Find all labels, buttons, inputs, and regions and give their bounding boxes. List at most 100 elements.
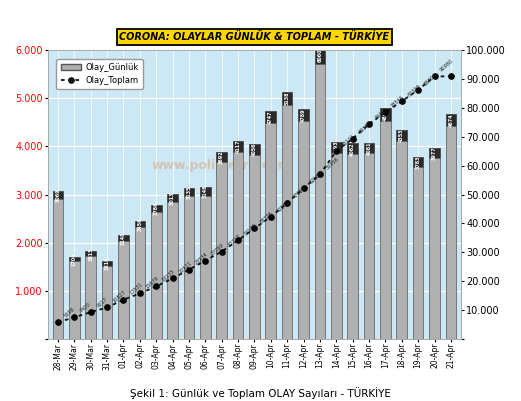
- Text: 56956: 56956: [325, 156, 340, 171]
- Bar: [266, 111, 276, 339]
- Bar: [216, 152, 227, 162]
- Bar: [134, 221, 145, 339]
- Legend: Olay_Günlük, Olay_Toplam: Olay_Günlük, Olay_Toplam: [56, 59, 143, 89]
- Text: 1610: 1610: [105, 257, 109, 270]
- Bar: [315, 47, 325, 63]
- Text: 65111: 65111: [341, 133, 356, 148]
- Text: 38226: 38226: [259, 211, 275, 225]
- Text: 4093: 4093: [334, 141, 339, 154]
- Bar: [429, 148, 440, 339]
- Bar: [69, 257, 80, 261]
- Text: 4789: 4789: [301, 108, 306, 122]
- Text: www.polimetre.com: www.polimetre.com: [152, 159, 291, 172]
- Text: 23934: 23934: [194, 252, 209, 266]
- Bar: [233, 141, 243, 339]
- Bar: [53, 191, 64, 339]
- Text: 6060: 6060: [317, 49, 322, 62]
- Bar: [134, 221, 145, 227]
- Bar: [413, 157, 424, 167]
- Text: 4353: 4353: [399, 128, 404, 142]
- Text: 13531: 13531: [128, 282, 143, 296]
- Text: 20921: 20921: [178, 261, 193, 275]
- Bar: [315, 47, 325, 339]
- Text: 86306: 86306: [423, 72, 438, 86]
- Bar: [53, 191, 64, 199]
- Text: 5138: 5138: [284, 92, 290, 105]
- Bar: [151, 205, 162, 212]
- Bar: [331, 142, 342, 153]
- Text: Şekil 1: Günlük ve Toplam OLAY Sayıları - TÜRKİYE: Şekil 1: Günlük ve Toplam OLAY Sayıları …: [130, 387, 391, 399]
- Bar: [396, 130, 407, 339]
- Text: 4062: 4062: [350, 142, 355, 156]
- Bar: [266, 111, 276, 123]
- Bar: [282, 92, 292, 339]
- Text: 4747: 4747: [268, 110, 274, 124]
- Text: 3892: 3892: [219, 150, 224, 164]
- Text: 3069: 3069: [56, 188, 60, 202]
- Bar: [348, 144, 358, 154]
- Text: 3013: 3013: [170, 191, 175, 205]
- Text: 15679: 15679: [145, 275, 160, 290]
- Text: 4674: 4674: [449, 113, 453, 127]
- Bar: [364, 143, 375, 153]
- Bar: [167, 194, 178, 202]
- Bar: [200, 187, 210, 339]
- Bar: [216, 152, 227, 339]
- Text: 90980: 90980: [439, 58, 455, 73]
- Bar: [118, 235, 129, 339]
- Text: 47029: 47029: [292, 185, 307, 200]
- Bar: [249, 144, 260, 339]
- Bar: [348, 144, 358, 339]
- Text: 3977: 3977: [432, 146, 437, 160]
- Text: 10827: 10827: [112, 290, 127, 304]
- Bar: [200, 187, 210, 196]
- Bar: [380, 108, 391, 339]
- Text: 4117: 4117: [235, 140, 241, 153]
- Bar: [445, 114, 456, 339]
- Text: 30217: 30217: [227, 234, 242, 248]
- Text: 69392: 69392: [357, 121, 373, 135]
- Bar: [364, 143, 375, 339]
- Text: 34109: 34109: [243, 223, 258, 237]
- Bar: [380, 108, 391, 121]
- Bar: [429, 148, 440, 158]
- Text: 3783: 3783: [416, 155, 420, 169]
- Bar: [183, 188, 194, 339]
- Text: 3148: 3148: [203, 185, 208, 198]
- Text: 52167: 52167: [308, 170, 324, 185]
- Text: 82329: 82329: [407, 83, 422, 98]
- Bar: [102, 261, 113, 339]
- Bar: [396, 130, 407, 141]
- Text: CORONA: OLAYLAR GÜNLÜK & TOPLAM - TÜRKİYE: CORONA: OLAYLAR GÜNLÜK & TOPLAM - TÜRKİY…: [119, 32, 389, 42]
- Text: 9217: 9217: [96, 296, 108, 309]
- Text: 4081: 4081: [367, 141, 371, 155]
- Bar: [445, 114, 456, 126]
- Text: 7400: 7400: [79, 302, 92, 314]
- Text: 4056: 4056: [252, 142, 257, 156]
- Text: 1815: 1815: [88, 247, 93, 261]
- Bar: [102, 261, 113, 265]
- Bar: [413, 157, 424, 339]
- Bar: [331, 142, 342, 339]
- Text: 2148: 2148: [121, 231, 126, 245]
- Bar: [151, 205, 162, 339]
- Bar: [282, 92, 292, 105]
- Text: 78546: 78546: [390, 94, 405, 109]
- Bar: [298, 109, 309, 339]
- Text: 74443: 74443: [374, 106, 389, 121]
- Bar: [298, 109, 309, 121]
- Text: 3135: 3135: [187, 185, 191, 199]
- Bar: [233, 141, 243, 152]
- Text: 2456: 2456: [138, 217, 142, 231]
- Bar: [249, 144, 260, 154]
- Bar: [69, 257, 80, 339]
- Text: 4801: 4801: [383, 107, 388, 121]
- Bar: [183, 188, 194, 196]
- Bar: [118, 235, 129, 241]
- Text: 1704: 1704: [72, 252, 77, 266]
- Text: 5698: 5698: [63, 306, 76, 319]
- Bar: [167, 194, 178, 339]
- Text: 42282: 42282: [276, 199, 291, 213]
- Bar: [85, 251, 96, 256]
- Text: 2786: 2786: [154, 202, 159, 215]
